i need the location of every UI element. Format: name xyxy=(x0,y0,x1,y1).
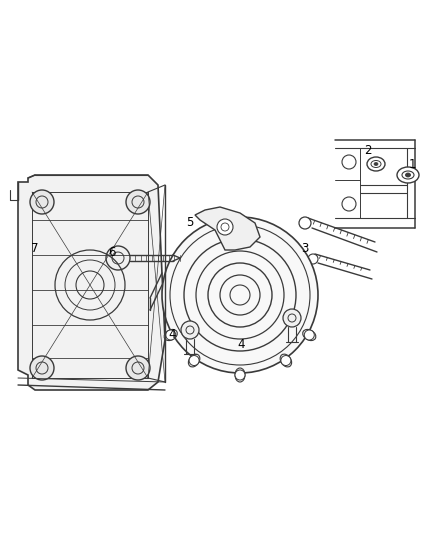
Circle shape xyxy=(283,309,301,327)
Ellipse shape xyxy=(303,329,316,341)
Text: 4: 4 xyxy=(237,338,245,351)
Ellipse shape xyxy=(188,354,200,367)
Text: 1: 1 xyxy=(408,158,416,172)
Circle shape xyxy=(235,370,245,380)
Circle shape xyxy=(30,190,54,214)
Ellipse shape xyxy=(164,329,177,341)
Ellipse shape xyxy=(235,368,245,382)
Ellipse shape xyxy=(402,171,414,179)
Circle shape xyxy=(189,356,199,366)
Ellipse shape xyxy=(367,157,385,171)
Circle shape xyxy=(308,254,318,264)
Circle shape xyxy=(181,321,199,339)
Circle shape xyxy=(126,356,150,380)
Text: 4: 4 xyxy=(168,328,176,342)
Text: 3: 3 xyxy=(301,241,309,254)
Ellipse shape xyxy=(280,354,292,367)
Circle shape xyxy=(304,330,314,340)
Circle shape xyxy=(342,155,356,169)
Circle shape xyxy=(299,217,311,229)
Text: 2: 2 xyxy=(364,143,372,157)
Ellipse shape xyxy=(397,167,419,183)
Ellipse shape xyxy=(374,163,378,166)
Circle shape xyxy=(126,190,150,214)
Text: 6: 6 xyxy=(108,246,116,259)
Text: 5: 5 xyxy=(186,215,194,229)
Polygon shape xyxy=(18,175,165,390)
Ellipse shape xyxy=(371,160,381,167)
Circle shape xyxy=(162,217,318,373)
Ellipse shape xyxy=(406,173,410,177)
Circle shape xyxy=(106,246,130,270)
Circle shape xyxy=(166,330,176,340)
Circle shape xyxy=(217,219,233,235)
Text: 7: 7 xyxy=(31,241,39,254)
Circle shape xyxy=(342,197,356,211)
Polygon shape xyxy=(195,207,260,250)
Circle shape xyxy=(30,356,54,380)
Circle shape xyxy=(281,356,291,366)
